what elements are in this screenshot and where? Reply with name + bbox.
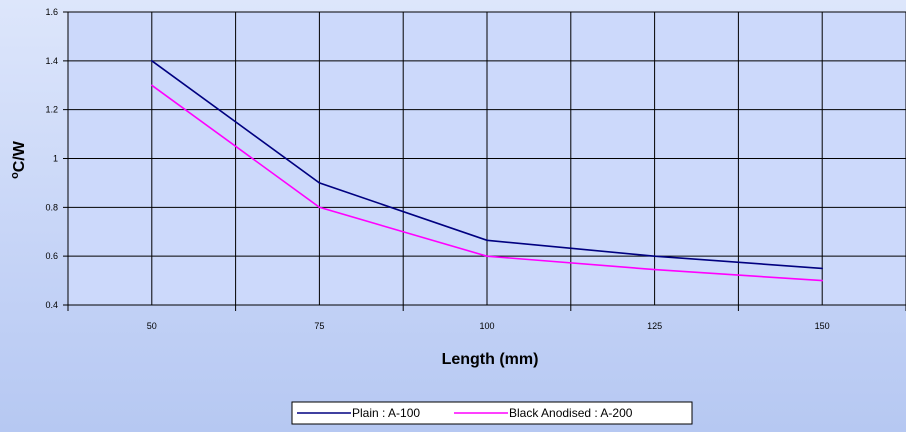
svg-text:oC/W: oC/W xyxy=(9,140,28,179)
legend-label-plain: Plain : A-100 xyxy=(352,406,420,420)
y-tick-label: 1.4 xyxy=(45,56,58,66)
data-point xyxy=(653,268,656,271)
data-point xyxy=(318,206,321,209)
data-point xyxy=(486,239,488,242)
y-tick-label: 0.6 xyxy=(45,251,58,261)
data-point xyxy=(821,279,823,282)
y-tick-labels: 0.4 0.6 0.8 1 1.2 1.4 1.6 xyxy=(45,7,58,310)
data-point xyxy=(151,60,153,62)
data-point xyxy=(151,84,153,87)
data-point xyxy=(821,267,823,270)
x-tick-label: 150 xyxy=(815,321,830,331)
legend: Plain : A-100 Black Anodised : A-200 xyxy=(291,401,693,425)
y-tick-label: 1.6 xyxy=(45,7,58,17)
x-tick-label: 100 xyxy=(479,321,494,331)
x-tick-label: 125 xyxy=(647,321,662,331)
data-point xyxy=(653,255,656,257)
x-axis-title: Length (mm) xyxy=(442,351,539,368)
data-point xyxy=(486,255,488,257)
series-lines xyxy=(151,60,823,282)
x-tick-labels: 50 75 100 125 150 xyxy=(147,321,830,331)
data-point xyxy=(318,182,321,184)
y-axis-title-unit: C/W xyxy=(11,140,28,172)
legend-label-black-anodised: Black Anodised : A-200 xyxy=(509,406,633,420)
y-tick-label: 0.8 xyxy=(45,202,58,212)
x-tick-label: 75 xyxy=(314,321,324,331)
y-tick-label: 0.4 xyxy=(45,300,58,310)
y-axis-title-degree: o xyxy=(9,172,21,179)
x-tick-label: 50 xyxy=(147,321,157,331)
y-tick-label: 1.2 xyxy=(45,105,58,115)
y-tick-label: 1 xyxy=(53,154,58,164)
y-axis-title: oC/W xyxy=(9,140,28,179)
